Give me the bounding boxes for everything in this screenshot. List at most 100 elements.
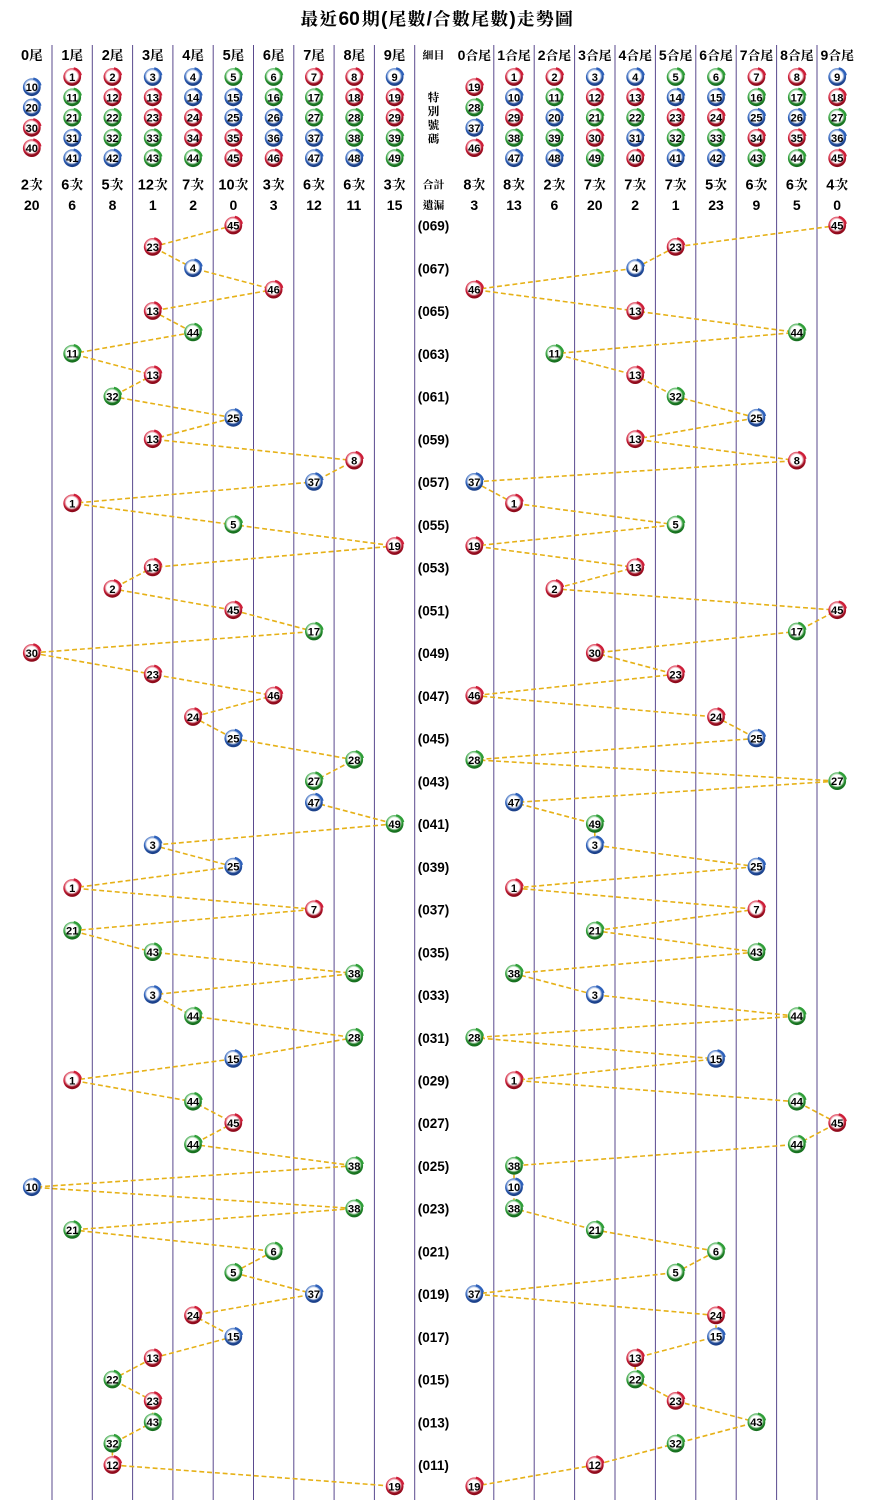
svg-text:23: 23 [669,669,681,681]
svg-text:4: 4 [826,178,834,194]
svg-text:6: 6 [271,1246,277,1258]
svg-text:9: 9 [753,197,761,213]
svg-text:(015): (015) [418,1373,450,1388]
svg-text:0: 0 [458,47,466,63]
svg-text:41: 41 [669,153,681,165]
svg-text:19: 19 [468,82,480,94]
svg-text:3: 3 [384,178,392,194]
svg-text:3: 3 [142,48,150,64]
svg-text:23: 23 [147,1396,159,1408]
svg-text:3: 3 [150,840,156,852]
svg-text:8: 8 [794,72,800,84]
svg-text:15: 15 [710,1054,722,1066]
svg-text:34: 34 [187,133,200,145]
svg-text:20: 20 [548,113,560,125]
svg-text:1: 1 [511,72,517,84]
svg-text:49: 49 [589,819,601,831]
svg-text:24: 24 [187,1310,200,1322]
svg-text:24: 24 [710,113,723,125]
svg-text:3: 3 [270,197,278,213]
svg-text:1: 1 [511,498,517,510]
svg-text:20: 20 [24,197,40,213]
svg-text:38: 38 [348,968,360,980]
svg-text:37: 37 [308,1289,320,1301]
svg-text:38: 38 [508,133,520,145]
svg-text:37: 37 [468,123,480,135]
svg-text:(027): (027) [418,1116,450,1131]
svg-text:13: 13 [629,370,641,382]
svg-text:8: 8 [351,456,357,468]
svg-text:(: ( [381,9,388,30]
svg-text:1: 1 [61,48,69,64]
svg-text:25: 25 [227,733,239,745]
svg-text:6: 6 [713,72,719,84]
svg-text:5: 5 [659,47,667,63]
svg-text:6: 6 [61,178,69,194]
svg-text:37: 37 [468,1289,480,1301]
svg-text:6: 6 [786,178,794,194]
svg-text:1: 1 [69,498,75,510]
svg-text:40: 40 [26,143,38,155]
svg-text:24: 24 [710,1310,723,1322]
svg-text:19: 19 [388,1481,400,1493]
svg-text:(033): (033) [418,988,450,1003]
svg-text:11: 11 [549,92,561,104]
svg-text:5: 5 [230,72,236,84]
svg-text:7: 7 [753,72,759,84]
svg-text:13: 13 [506,197,522,213]
svg-text:13: 13 [147,306,159,318]
svg-text:/: / [427,9,433,30]
svg-text:12: 12 [589,1460,601,1472]
svg-text:15: 15 [710,1332,722,1344]
svg-text:45: 45 [227,605,239,617]
svg-text:6: 6 [68,197,76,213]
svg-text:44: 44 [187,1139,200,1151]
svg-text:12: 12 [589,92,601,104]
svg-text:37: 37 [308,133,320,145]
svg-text:6: 6 [271,72,277,84]
svg-text:35: 35 [227,133,239,145]
svg-text:(017): (017) [418,1330,450,1345]
svg-text:3: 3 [592,72,598,84]
svg-text:13: 13 [147,1353,159,1365]
svg-text:(011): (011) [418,1458,449,1473]
svg-text:44: 44 [791,153,804,165]
svg-text:(013): (013) [418,1415,450,1430]
svg-text:22: 22 [629,1374,641,1386]
svg-text:7: 7 [584,178,592,194]
svg-text:9: 9 [834,72,840,84]
svg-text:45: 45 [831,1118,843,1130]
svg-text:3: 3 [150,990,156,1002]
svg-text:(031): (031) [418,1031,450,1046]
svg-text:44: 44 [791,327,804,339]
svg-text:11: 11 [347,197,362,213]
svg-text:22: 22 [629,113,641,125]
svg-text:30: 30 [26,123,38,135]
svg-text:24: 24 [187,712,200,724]
svg-text:17: 17 [308,92,320,104]
svg-text:19: 19 [468,541,480,553]
svg-text:13: 13 [147,370,159,382]
svg-text:(039): (039) [418,860,450,875]
svg-text:43: 43 [147,153,159,165]
svg-text:45: 45 [227,220,239,232]
svg-text:3: 3 [578,47,586,63]
svg-text:6: 6 [713,1246,719,1258]
svg-text:42: 42 [710,153,722,165]
svg-text:23: 23 [147,669,159,681]
svg-text:(065): (065) [418,304,450,319]
svg-text:32: 32 [669,391,681,403]
svg-text:16: 16 [267,92,279,104]
svg-text:8: 8 [780,47,788,63]
svg-text:5: 5 [673,72,679,84]
svg-text:4: 4 [190,263,197,275]
svg-text:25: 25 [750,733,762,745]
svg-text:48: 48 [548,153,560,165]
svg-text:8: 8 [351,72,357,84]
svg-text:45: 45 [227,1118,239,1130]
svg-text:20: 20 [587,197,603,213]
svg-text:3: 3 [263,178,271,194]
svg-text:5: 5 [230,520,236,532]
svg-text:45: 45 [831,605,843,617]
svg-text:(047): (047) [418,689,450,704]
